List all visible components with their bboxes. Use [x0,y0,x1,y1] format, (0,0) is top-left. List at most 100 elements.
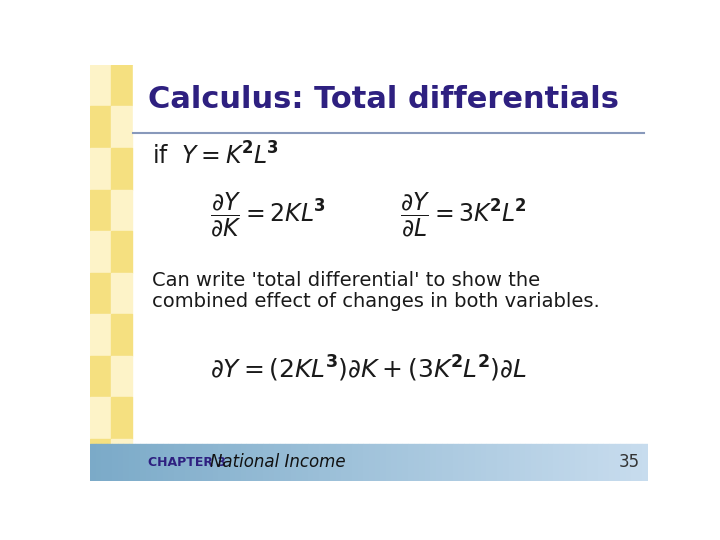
Bar [397,444,402,481]
Bar [631,444,637,481]
Bar [319,444,324,481]
Bar [157,444,163,481]
Bar [174,444,179,481]
Bar [240,444,246,481]
Text: CHAPTER 3: CHAPTER 3 [148,456,226,469]
Bar [118,444,124,481]
Text: Calculus: Total differentials: Calculus: Total differentials [148,85,619,114]
Bar [459,444,464,481]
Bar [297,444,302,481]
Bar [364,444,369,481]
Bar [431,444,436,481]
Bar [90,439,111,481]
Bar [202,444,207,481]
Bar [536,444,542,481]
Bar [464,444,469,481]
Bar [575,444,581,481]
Bar [135,444,140,481]
Bar [90,356,111,397]
Bar [475,444,481,481]
Bar [620,444,626,481]
Bar [352,444,358,481]
Bar [90,106,111,148]
Bar [179,444,185,481]
Bar [408,444,413,481]
Bar [132,65,648,132]
Text: $\dfrac{\partial \mathbf{\mathit{Y}}}{\partial \mathbf{\mathit{L}}} = 3\mathbf{\: $\dfrac{\partial \mathbf{\mathit{Y}}}{\p… [400,191,527,239]
Bar [213,444,218,481]
Bar [603,444,609,481]
Bar [307,444,313,481]
Bar [609,444,615,481]
Bar [341,444,347,481]
Bar [637,444,642,481]
Bar [90,273,111,314]
Bar [190,444,196,481]
Bar [90,190,111,231]
Bar [90,148,111,190]
Bar [107,444,112,481]
Bar [570,444,575,481]
Bar [324,444,330,481]
Bar [111,356,132,397]
Bar [598,444,603,481]
Bar [419,444,425,481]
Bar [369,444,374,481]
Bar [235,444,240,481]
Bar [111,148,132,190]
Bar [330,444,336,481]
Bar [453,444,459,481]
Text: combined effect of changes in both variables.: combined effect of changes in both varia… [152,293,600,312]
Text: Can write 'total differential' to show the: Can write 'total differential' to show t… [152,271,540,290]
Bar [358,444,364,481]
Bar [111,397,132,439]
Bar [90,314,111,356]
Bar [280,444,285,481]
Text: $\partial \mathbf{\mathit{Y}} = \left(2\mathbf{\mathit{K}}\mathbf{\mathit{L}}^{\: $\partial \mathbf{\mathit{Y}} = \left(2\… [210,354,527,384]
Bar [425,444,431,481]
Bar [90,444,96,481]
Bar [151,444,157,481]
Bar [531,444,536,481]
Bar [145,444,151,481]
Bar [111,481,132,522]
Bar [553,444,559,481]
Bar [615,444,620,481]
Bar [111,314,132,356]
Bar [347,444,352,481]
Bar [469,444,475,481]
Bar [111,522,132,540]
Bar [140,444,145,481]
Text: National Income: National Income [210,453,346,471]
Bar [258,444,263,481]
Bar [111,190,132,231]
Bar [252,444,258,481]
Bar [129,444,135,481]
Bar [374,444,380,481]
Bar [96,444,101,481]
Bar [90,231,111,273]
Bar [302,444,307,481]
Bar [269,444,274,481]
Bar [447,444,453,481]
Bar [336,444,341,481]
Bar [90,65,111,106]
Bar [514,444,520,481]
Bar [559,444,564,481]
Bar [111,439,132,481]
Bar [392,444,397,481]
Bar [196,444,202,481]
Bar [285,444,291,481]
Bar [313,444,319,481]
Bar [508,444,514,481]
Bar [402,444,408,481]
Bar [207,444,213,481]
Bar [520,444,526,481]
Bar [90,522,111,540]
Bar [246,444,252,481]
Bar [111,231,132,273]
Bar [581,444,587,481]
Bar [163,444,168,481]
Bar [90,397,111,439]
Text: $\dfrac{\partial \mathbf{\mathit{Y}}}{\partial \mathbf{\mathit{K}}} = 2\mathbf{\: $\dfrac{\partial \mathbf{\mathit{Y}}}{\p… [210,191,326,239]
